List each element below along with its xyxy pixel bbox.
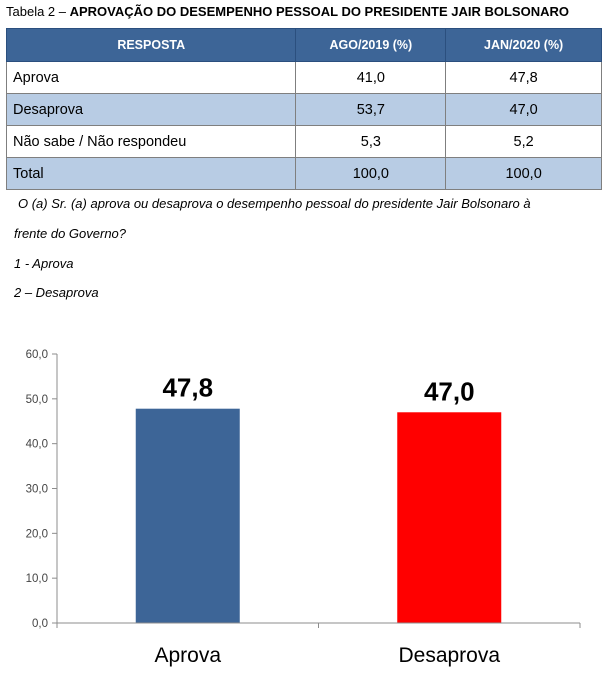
y-tick-label: 30,0 — [26, 484, 48, 496]
caption-prefix: Tabela 2 – — [6, 4, 70, 19]
row-value-ago: 100,0 — [295, 157, 447, 190]
row-value-ago: 41,0 — [295, 61, 447, 94]
question-line-2: frente do Governo? — [14, 226, 127, 241]
row-label: Total — [5, 157, 297, 190]
row-value-jan: 47,0 — [445, 93, 602, 126]
caption-title: APROVAÇÃO DO DESEMPENHO PESSOAL DO PRESI… — [69, 4, 569, 19]
row-label: Desaprova — [5, 93, 297, 126]
y-tick-label: 20,0 — [26, 528, 48, 540]
table-row: Não sabe / Não respondeu 5,3 5,2 — [5, 125, 602, 158]
option-aprova: 1 - Aprova — [14, 256, 74, 271]
header-jan-2020: JAN/2020 (%) — [445, 28, 602, 62]
row-value-ago: 53,7 — [295, 93, 447, 126]
bars: 47,8 47,0 — [135, 373, 502, 623]
question-line-1: O (a) Sr. (a) aprova ou desaprova o dese… — [18, 196, 531, 211]
bar-desaprova — [397, 412, 502, 623]
y-tick-label: 40,0 — [26, 439, 48, 451]
approval-bar-chart: 0,0 10,0 20,0 30,0 40,0 50,0 60,0 47,8 47,0 Apr… — [26, 349, 581, 667]
bar-value-label: 47,8 — [162, 373, 213, 403]
row-label: Não sabe / Não respondeu — [5, 125, 297, 158]
bar-value-label: 47,0 — [424, 376, 475, 406]
header-ago-2019: AGO/2019 (%) — [295, 28, 447, 62]
y-tick-label: 60,0 — [26, 349, 48, 361]
row-value-jan: 5,2 — [445, 125, 602, 158]
category-label: Desaprova — [398, 644, 500, 667]
row-label: Aprova — [5, 61, 297, 94]
y-tick-label: 50,0 — [26, 394, 48, 406]
header-resposta: RESPOSTA — [5, 28, 297, 62]
y-axis: 0,0 10,0 20,0 30,0 40,0 50,0 60,0 — [26, 349, 58, 630]
x-axis: Aprova Desaprova — [56, 622, 581, 667]
row-value-ago: 5,3 — [295, 125, 447, 158]
table-row-total: Total 100,0 100,0 — [5, 157, 602, 190]
results-table: RESPOSTA AGO/2019 (%) JAN/2020 (%) Aprov… — [5, 28, 602, 190]
row-value-jan: 100,0 — [445, 157, 602, 190]
table-row: Desaprova 53,7 47,0 — [5, 93, 602, 126]
table-caption: Tabela 2 – APROVAÇÃO DO DESEMPENHO PESSO… — [6, 4, 569, 19]
row-value-jan: 47,8 — [445, 61, 602, 94]
y-tick-label: 10,0 — [26, 573, 48, 585]
table-row: Aprova 41,0 47,8 — [5, 61, 602, 94]
table-header-row: RESPOSTA AGO/2019 (%) JAN/2020 (%) — [5, 28, 602, 62]
y-tick-label: 0,0 — [32, 618, 48, 630]
option-desaprova: 2 – Desaprova — [14, 285, 99, 300]
bar-aprova — [135, 408, 240, 623]
category-label: Aprova — [154, 644, 221, 667]
